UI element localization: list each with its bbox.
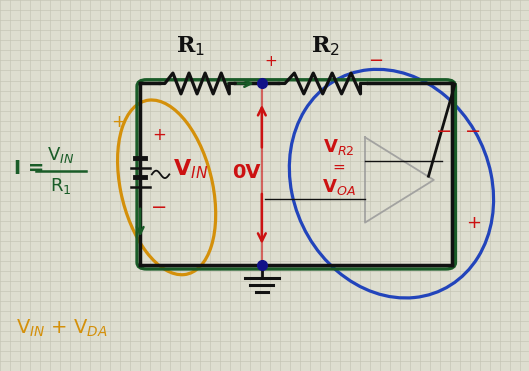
Text: +: + [112, 114, 126, 131]
Text: −: − [466, 122, 481, 141]
Text: I =: I = [14, 159, 44, 178]
Text: +: + [264, 54, 277, 69]
Text: +: + [152, 127, 166, 144]
Text: V$_{IN}$: V$_{IN}$ [173, 157, 208, 181]
Text: −: − [436, 122, 452, 141]
Text: 0V: 0V [232, 163, 260, 182]
Text: =: = [332, 160, 345, 175]
Text: +: + [466, 214, 481, 232]
Text: V$_{OA}$: V$_{OA}$ [322, 177, 355, 197]
Text: V$_{IN}$: V$_{IN}$ [47, 145, 75, 165]
Text: −: − [368, 52, 383, 70]
Text: R$_1$: R$_1$ [176, 35, 205, 58]
Text: −: − [151, 198, 167, 217]
Text: V$_{R2}$: V$_{R2}$ [323, 137, 354, 157]
Text: V$_{IN}$ + V$_{DA}$: V$_{IN}$ + V$_{DA}$ [16, 318, 107, 339]
Text: R$_2$: R$_2$ [311, 35, 340, 58]
Text: R$_1$: R$_1$ [50, 176, 71, 196]
